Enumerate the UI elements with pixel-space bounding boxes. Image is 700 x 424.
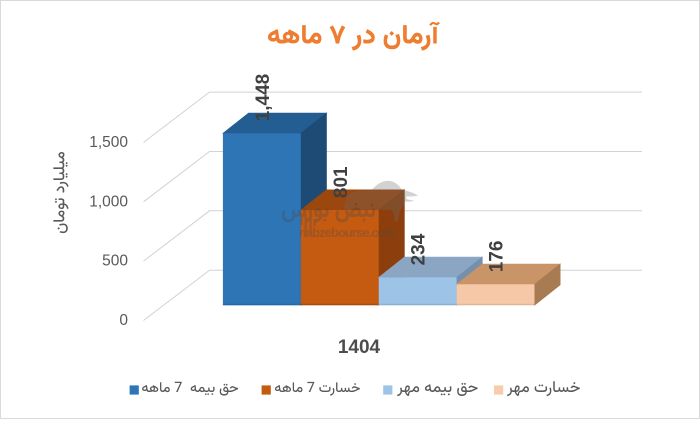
svg-text:801: 801 [331,166,352,198]
svg-text:234: 234 [409,233,430,265]
svg-text:1,448: 1,448 [253,74,274,122]
svg-text:176: 176 [487,241,508,273]
svg-text:1,000: 1,000 [89,193,128,210]
svg-text:0: 0 [119,312,128,329]
svg-text:500: 500 [102,253,128,270]
svg-text:nabzebourse.com: nabzebourse.com [299,225,396,240]
svg-text:1404: 1404 [338,337,381,358]
svg-text:1,500: 1,500 [89,134,128,151]
